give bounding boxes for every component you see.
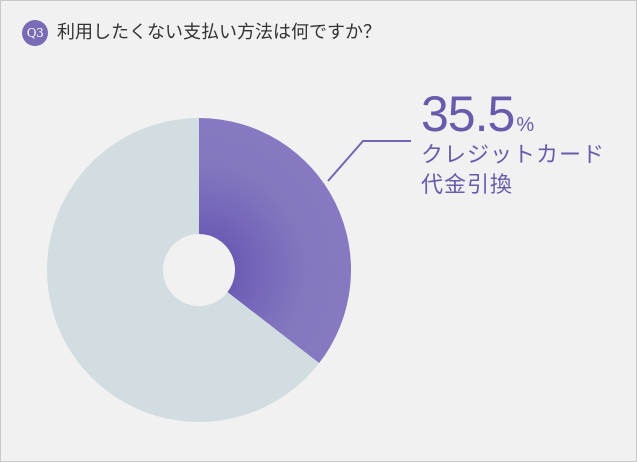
pie-slice-highlighted: [199, 118, 352, 364]
callout-leader-line: [327, 140, 411, 182]
question-title: 利用したくない支払い方法は何ですか？: [57, 22, 381, 43]
annotation-value: 35.5: [421, 86, 515, 142]
pie-slices: [47, 117, 352, 422]
annotation-unit: %: [516, 114, 535, 136]
annotation-label-line-1: クレジットカード: [421, 143, 606, 168]
pie-slice-remainder: [47, 117, 320, 422]
question-number-badge: Q3: [22, 20, 48, 46]
slice-annotation: 35.5% クレジットカード 代金引換: [421, 87, 605, 201]
annotation-label-line-2: 代金引換: [421, 173, 514, 198]
